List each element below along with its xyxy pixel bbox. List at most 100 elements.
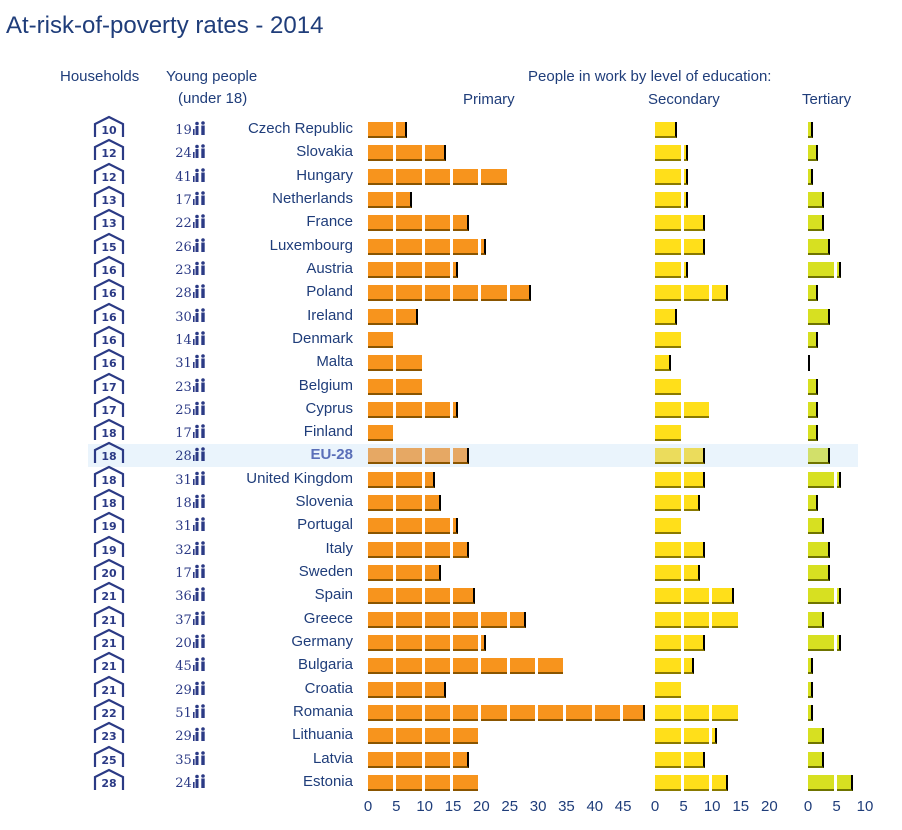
households-value: 18 [101, 474, 116, 487]
country-label: Bulgaria [297, 656, 353, 674]
primary-bar-segment [368, 448, 394, 465]
house-icon: 17 [93, 395, 125, 417]
secondary-bar-segment [655, 774, 681, 791]
primary-bar-segment [396, 658, 422, 675]
primary-tick-label: 40 [586, 798, 604, 815]
primary-bar-segment [538, 658, 564, 675]
country-label: Germany [291, 633, 353, 651]
house-icon: 16 [93, 302, 125, 324]
country-label: Cyprus [305, 399, 353, 417]
family-icon [192, 470, 205, 485]
secondary-bar-segment [655, 355, 672, 372]
primary-bar-segment [368, 145, 394, 162]
tertiary-bar-segment [808, 588, 834, 605]
primary-bar-segment [396, 681, 422, 698]
family-icon [192, 237, 205, 252]
family-icon [192, 144, 205, 159]
table-row: 16 14 Denmark [0, 325, 902, 351]
primary-bar-segment [453, 168, 479, 185]
tertiary-bar-segment [808, 495, 819, 512]
secondary-bar-segment [683, 565, 700, 582]
secondary-bar-segment [655, 751, 681, 768]
secondary-bar-segment [683, 285, 710, 302]
house-icon: 18 [93, 442, 125, 464]
young-people-subheader: (under 18) [178, 90, 248, 107]
primary-bar-segment [424, 635, 451, 652]
secondary-bar-segment [655, 681, 681, 698]
households-value: 18 [101, 497, 116, 510]
country-label: Lithuania [292, 726, 353, 744]
table-row: 17 25 Cyprus [0, 395, 902, 421]
table-row: 28 24 Estonia [0, 768, 902, 794]
tertiary-tick-label: 5 [832, 798, 841, 815]
tertiary-bar-segment [836, 588, 842, 605]
table-row: 19 32 Italy [0, 535, 902, 561]
primary-bar-segment [396, 705, 422, 721]
primary-bar-segment [396, 122, 407, 138]
house-icon: 21 [93, 628, 125, 651]
tertiary-bar-segment [808, 565, 830, 582]
primary-bar-segment [396, 774, 422, 791]
primary-bar-segment [368, 215, 394, 232]
secondary-bar-segment [655, 471, 681, 488]
primary-bar-segment [368, 401, 394, 418]
house-icon: 21 [93, 605, 125, 627]
secondary-bar-segment [655, 191, 681, 208]
young-people-number: 28 [175, 286, 192, 302]
young-people-number: 17 [175, 566, 192, 582]
country-label: Greece [303, 609, 353, 627]
young-people-number: 24 [175, 775, 192, 791]
young-people-value: 45 [160, 657, 222, 674]
country-label: Estonia [302, 772, 353, 790]
tertiary-bar-segment [808, 378, 819, 395]
households-value: 20 [101, 567, 117, 580]
secondary-bar-segment [655, 495, 681, 512]
households-value: 21 [101, 660, 116, 673]
country-label: Ireland [307, 306, 353, 324]
primary-bar-segment [396, 728, 422, 745]
young-people-number: 31 [175, 519, 192, 535]
tertiary-bar-segment [808, 261, 834, 278]
table-row: 17 23 Belgium [0, 372, 902, 398]
young-people-value: 26 [160, 237, 222, 255]
house-icon: 21 [93, 652, 125, 674]
country-label: Hungary [296, 166, 353, 184]
secondary-bar-segment [683, 635, 706, 652]
secondary-bar-segment [655, 611, 681, 628]
secondary-tick-label: 15 [732, 798, 750, 815]
secondary-bar-segment [655, 168, 681, 185]
primary-bar-segment [368, 308, 394, 325]
young-people-header: Young people [166, 68, 258, 85]
young-people-value: 36 [160, 587, 222, 604]
primary-bar-segment [396, 238, 422, 255]
young-people-value: 14 [160, 331, 222, 348]
primary-bar-segment [368, 191, 394, 208]
secondary-bar-segment [712, 285, 729, 302]
tertiary-bar-segment [808, 471, 834, 488]
young-people-number: 31 [175, 356, 192, 372]
secondary-bar-segment [712, 774, 729, 791]
primary-bar-segment [453, 261, 458, 278]
primary-bar-segment [368, 658, 394, 675]
family-icon [192, 494, 205, 509]
family-icon [192, 727, 205, 742]
primary-bar-segment [509, 611, 526, 628]
primary-bar-segment [424, 751, 451, 768]
house-icon: 23 [93, 722, 125, 744]
table-row: 12 24 Slovakia [0, 139, 902, 164]
country-label: Romania [292, 703, 353, 720]
tertiary-bar-segment [836, 471, 842, 488]
country-label: Poland [306, 283, 353, 301]
house-icon: 12 [93, 139, 125, 161]
young-people-number: 26 [175, 239, 192, 255]
secondary-bar-segment [655, 635, 681, 652]
house-icon: 16 [93, 255, 125, 277]
table-row: 12 41 Hungary [0, 162, 902, 188]
primary-bar-segment [509, 658, 536, 675]
young-people-value: 51 [160, 704, 222, 721]
primary-bar-segment [424, 448, 451, 465]
primary-bar-segment [396, 611, 422, 628]
house-icon: 21 [93, 675, 125, 697]
households-value: 18 [101, 427, 116, 440]
